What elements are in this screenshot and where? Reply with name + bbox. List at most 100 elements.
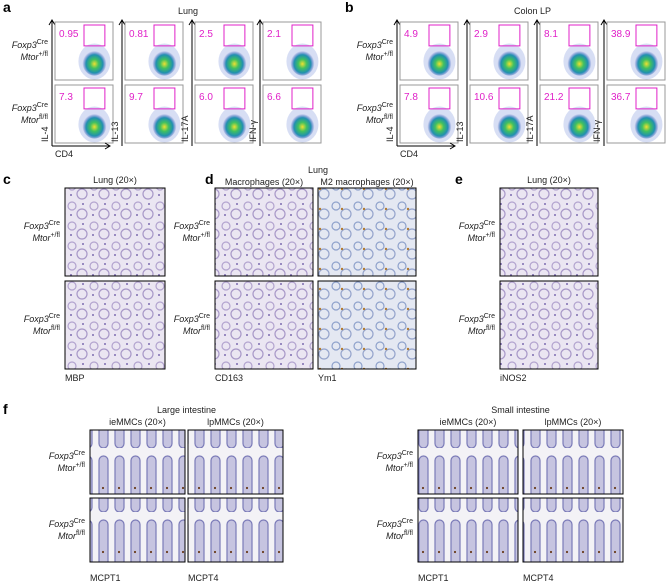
- cell-density: [290, 112, 315, 139]
- genotype-driver-sup: Cre: [37, 39, 48, 46]
- genotype-gene-sup: +/fl: [75, 462, 85, 469]
- column-header: lpMMCs (20×): [207, 417, 264, 427]
- gate-percentage: 4.9: [404, 29, 418, 40]
- genotype-gene: Mtor: [386, 531, 405, 541]
- gate-percentage: 0.95: [59, 29, 79, 40]
- panel-label: c: [3, 171, 11, 187]
- micrograph: [187, 497, 284, 563]
- genotype-line: Foxp3Cre: [49, 450, 85, 461]
- gate: [498, 24, 521, 47]
- gate: [223, 87, 246, 110]
- column-header: Macrophages (20×): [225, 177, 303, 187]
- panel-title: Lung: [308, 165, 328, 175]
- axis-arrow: [600, 19, 608, 26]
- genotype-line: Mtor+/fl: [385, 462, 413, 473]
- axis-arrow: [533, 19, 541, 26]
- genotype-line: Mtorfl/fl: [183, 325, 210, 336]
- genotype-gene: Mtor: [183, 326, 202, 336]
- genotype-line: Mtor+/fl: [32, 232, 60, 243]
- y-axis-label: IFN-γ: [592, 120, 602, 142]
- y-axis-label: IL-13: [455, 121, 465, 142]
- genotype-gene: Mtor: [385, 463, 404, 473]
- genotype-line: Mtorfl/fl: [21, 114, 48, 125]
- genotype-driver-sup: Cre: [402, 518, 413, 525]
- genotype-line: Mtorfl/fl: [33, 325, 60, 336]
- column-header: ieMMCs (20×): [440, 417, 497, 427]
- genotype-driver-sup: Cre: [382, 102, 393, 109]
- gate-percentage: 6.6: [267, 92, 281, 103]
- panel-label: b: [345, 0, 354, 15]
- genotype-driver: Foxp3: [24, 221, 49, 231]
- y-axis-label: IFN-γ: [248, 120, 258, 142]
- genotype-line: Foxp3Cre: [459, 313, 495, 324]
- axis-arrow: [118, 19, 126, 26]
- genotype-line: Foxp3Cre: [459, 220, 495, 231]
- genotype-line: Foxp3Cre: [24, 220, 60, 231]
- genotype-gene-sup: fl/fl: [384, 114, 393, 121]
- gate: [83, 87, 106, 110]
- y-axis-label: IL-13: [110, 121, 120, 142]
- micrograph: [417, 497, 519, 563]
- genotype-driver-sup: Cre: [74, 450, 85, 457]
- x-axis-label: CD4: [55, 149, 73, 159]
- genotype-driver-sup: Cre: [49, 220, 60, 227]
- stain-label: MCPT4: [188, 573, 219, 583]
- genotype-gene: Mtor: [33, 326, 52, 336]
- gate: [291, 24, 314, 47]
- genotype-gene: Mtor: [57, 463, 76, 473]
- genotype-gene: Mtor: [365, 52, 384, 62]
- gate-percentage: 7.8: [404, 92, 418, 103]
- cell-density: [567, 112, 592, 139]
- genotype-driver: Foxp3: [357, 103, 382, 113]
- genotype-line: Mtor+/fl: [467, 232, 495, 243]
- axis-arrow: [463, 19, 471, 26]
- cell-density: [567, 49, 592, 76]
- gate-percentage: 36.7: [611, 92, 631, 103]
- gate: [568, 87, 591, 110]
- micrograph: [214, 187, 314, 277]
- genotype-line: Mtorfl/fl: [386, 530, 413, 541]
- y-axis-label: IL-4: [385, 126, 395, 142]
- group-title: Small intestine: [491, 405, 550, 415]
- micrograph: [317, 280, 417, 370]
- genotype-gene-sup: +/fl: [50, 232, 60, 239]
- gate: [223, 24, 246, 47]
- genotype-gene-sup: fl/fl: [486, 325, 495, 332]
- cell-density: [82, 49, 107, 76]
- genotype-gene-sup: +/fl: [403, 462, 413, 469]
- cell-density: [497, 112, 522, 139]
- genotype-driver: Foxp3: [174, 314, 199, 324]
- genotype-driver-sup: Cre: [199, 313, 210, 320]
- genotype-gene-sup: +/fl: [485, 232, 495, 239]
- gate-percentage: 2.1: [267, 29, 281, 40]
- gate: [568, 24, 591, 47]
- micrograph: [317, 187, 417, 277]
- gate-percentage: 9.7: [129, 92, 143, 103]
- genotype-gene-sup: +/fl: [200, 232, 210, 239]
- stain-label: MCPT1: [418, 573, 449, 583]
- genotype-line: Mtorfl/fl: [366, 114, 393, 125]
- micrograph: [417, 429, 519, 495]
- gate-percentage: 2.9: [474, 29, 488, 40]
- genotype-driver-sup: Cre: [484, 220, 495, 227]
- gate: [498, 87, 521, 110]
- gate: [291, 87, 314, 110]
- gate: [153, 24, 176, 47]
- genotype-driver-sup: Cre: [74, 518, 85, 525]
- gate: [153, 87, 176, 110]
- gate: [635, 87, 658, 110]
- genotype-driver: Foxp3: [12, 103, 37, 113]
- genotype-driver-sup: Cre: [49, 313, 60, 320]
- gate: [428, 87, 451, 110]
- x-axis-label: CD4: [400, 149, 418, 159]
- stain-label: MCPT1: [90, 573, 121, 583]
- micrograph: [522, 497, 624, 563]
- gate-percentage: 8.1: [544, 29, 558, 40]
- axis-arrow: [104, 142, 111, 150]
- genotype-driver-sup: Cre: [37, 102, 48, 109]
- genotype-line: Foxp3Cre: [357, 102, 393, 113]
- genotype-gene-sup: fl/fl: [51, 325, 60, 332]
- gate-percentage: 38.9: [611, 29, 631, 40]
- genotype-gene: Mtor: [21, 115, 40, 125]
